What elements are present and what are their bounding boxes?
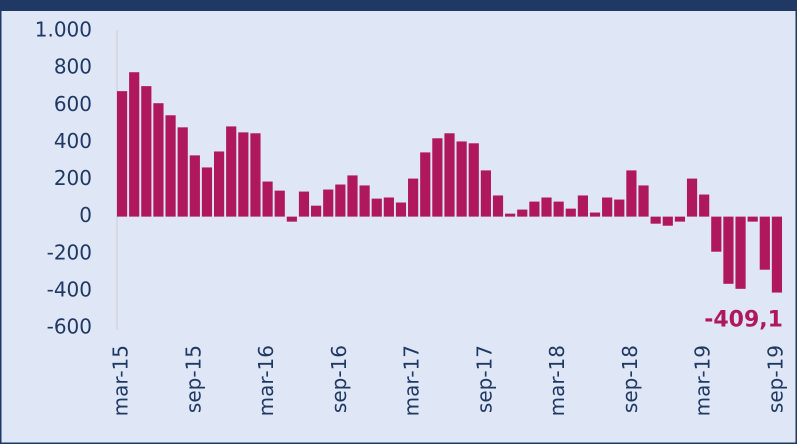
bar (335, 184, 346, 217)
bar (226, 126, 237, 217)
bar (650, 216, 661, 224)
bar (747, 216, 758, 222)
bar (505, 213, 516, 217)
bar (141, 86, 152, 217)
bar (298, 191, 310, 217)
y-tick-label: -400 (47, 277, 92, 301)
bar (759, 216, 770, 270)
bar (771, 216, 783, 293)
y-tick-label: 200 (54, 166, 92, 190)
bar (395, 202, 407, 217)
bar (165, 115, 176, 217)
bar (371, 198, 382, 217)
bar (517, 209, 528, 217)
bar (674, 216, 686, 222)
y-tick-label: 600 (54, 92, 92, 116)
bar (723, 216, 734, 284)
value-label: -409,1 (704, 308, 783, 333)
bar (492, 195, 504, 217)
x-tick-label: sep-16 (327, 345, 351, 413)
x-tick-label: mar-15 (109, 345, 133, 416)
bar (323, 189, 334, 217)
bar (529, 201, 540, 217)
bar (686, 178, 698, 217)
x-tick-label: sep-15 (181, 345, 205, 413)
bar (213, 151, 225, 217)
bar (577, 195, 588, 217)
bar (589, 212, 601, 217)
bar (129, 72, 140, 217)
bar (383, 197, 394, 217)
x-tick-label: sep-18 (618, 345, 642, 413)
bar (153, 103, 164, 217)
bar (177, 127, 188, 217)
bar (699, 194, 710, 217)
x-tick-label: mar-19 (691, 345, 715, 416)
y-tick-label: -600 (47, 315, 92, 339)
bar (735, 216, 746, 289)
bar (432, 138, 443, 217)
bar (565, 208, 576, 217)
bar (614, 199, 625, 217)
bar (189, 155, 200, 217)
y-tick-label: 1.000 (35, 18, 92, 42)
bar (626, 170, 637, 217)
header-bar (0, 0, 797, 11)
bar (456, 141, 467, 217)
bar (662, 216, 673, 226)
bar (541, 197, 552, 217)
bar (468, 143, 479, 217)
bar (444, 133, 455, 217)
y-tick-label: 800 (54, 55, 92, 79)
y-tick-label: -200 (47, 240, 92, 264)
bar (553, 201, 564, 217)
bar (711, 216, 722, 252)
y-tick-label: 0 (79, 203, 92, 227)
bar (116, 91, 128, 217)
x-tick-label: mar-16 (254, 345, 278, 416)
bar (347, 175, 358, 217)
bar (238, 132, 249, 217)
x-tick-label: mar-18 (545, 345, 569, 416)
bar (359, 185, 370, 217)
bar (262, 181, 273, 217)
bar (201, 167, 213, 217)
bar (274, 190, 285, 217)
bar (480, 170, 491, 217)
bar (311, 205, 322, 217)
bar (638, 185, 649, 217)
bar (602, 197, 613, 217)
bar (420, 152, 431, 217)
x-tick-label: sep-17 (472, 345, 496, 413)
bar (250, 133, 261, 217)
bar (286, 216, 297, 222)
bar (408, 178, 419, 217)
x-tick-label: mar-17 (400, 345, 424, 416)
y-tick-label: 400 (54, 129, 92, 153)
x-tick-label: sep-19 (763, 345, 787, 413)
